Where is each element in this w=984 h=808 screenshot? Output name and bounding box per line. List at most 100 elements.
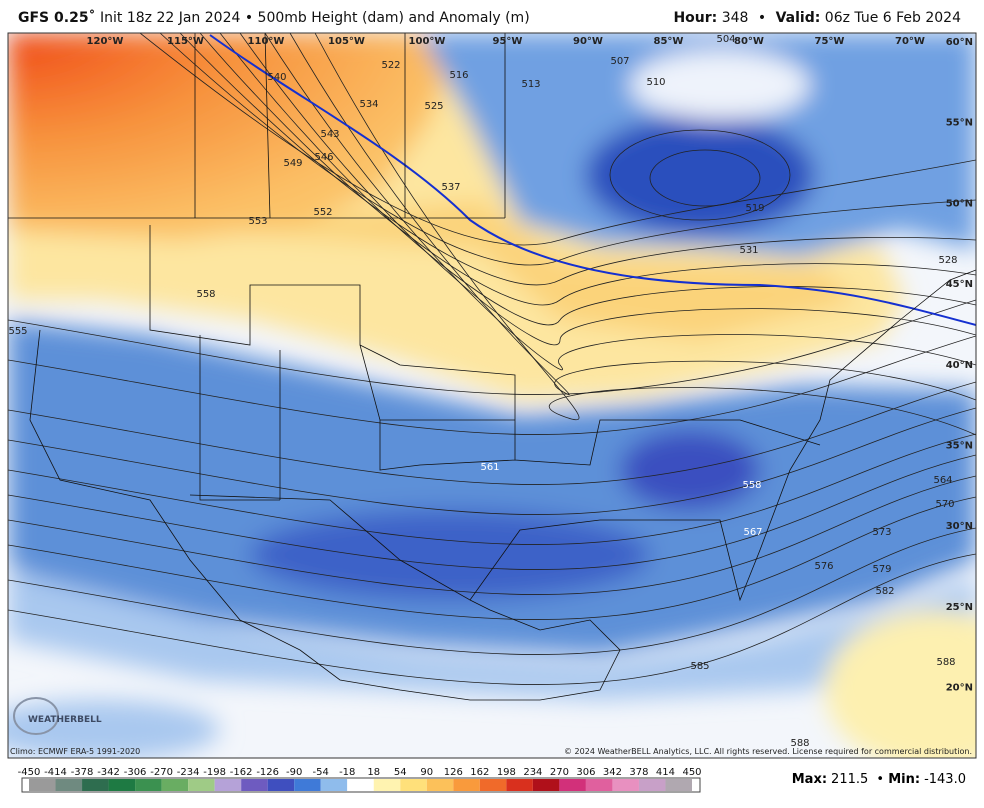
shade [825,610,976,758]
latitude-label: 35°N [946,441,973,452]
contour [8,299,976,395]
contour-label: 576 [814,561,833,572]
colorbar-label: 270 [550,767,569,778]
colorbar-label: 126 [444,767,463,778]
colorbar-swatch [665,779,692,791]
shade [8,570,976,700]
colorbar-swatch [294,779,321,791]
contour-label: 567 [743,527,762,538]
shade [585,115,815,235]
colorbar-label: 90 [420,767,433,778]
contour-label: 546 [314,152,333,163]
contour-label: 522 [381,60,400,71]
contour [159,33,976,266]
colorbar-label: -342 [97,767,120,778]
contour-label: 570 [935,499,954,510]
contour [139,33,976,246]
colorbar-label: 342 [603,767,622,778]
colorbar-swatch [479,779,507,791]
colorbar-label: 450 [682,767,701,778]
logo: WEATHERBELL [13,697,102,735]
contour-label: 504 [716,34,735,45]
hour-label: Hour: [673,10,718,26]
colorbar-swatch [400,779,427,791]
colorbar-swatch [241,779,268,791]
model: GFS 0.25˚ [18,10,96,26]
latitude-label: 55°N [946,118,973,129]
longitude-label: 95°W [493,36,523,47]
contour-label: 553 [248,216,267,227]
colorbar-label: -18 [339,767,355,778]
colorbar-label: -54 [313,767,329,778]
colorbar-label: 54 [394,767,407,778]
colorbar-label: -234 [177,767,200,778]
colorbar-swatch [29,779,56,791]
contour-label: 561 [480,462,499,473]
colorbar-label: -414 [44,767,67,778]
latitude-label: 45°N [946,279,973,290]
contour-label: 540 [267,72,286,83]
colorbar-swatch [347,779,374,791]
longitude-label: 70°W [895,36,925,47]
contour [239,33,976,346]
logo-swirl [13,697,59,735]
colorbar-label: -378 [71,767,94,778]
contour-label: 519 [745,203,764,214]
map-frame [7,32,977,759]
contour-label: 588 [790,738,809,749]
longitude-label: 75°W [815,36,845,47]
longitude-label: 115°W [167,36,204,47]
latitude-labels: 60°N 55°N 50°N 45°N 40°N 35°N 30°N 25°N 20°N [946,37,973,694]
contour [8,335,976,435]
coastline [189,269,976,602]
border [8,33,506,219]
contour-label: 552 [313,207,332,218]
shade [8,33,460,240]
anomaly-shading [8,33,976,758]
climo: Climo: ECMWF ERA-5 1991-2020 [10,747,140,756]
colorbar-swatch [214,779,242,791]
contour [8,407,976,515]
longitude-label: 110°W [248,36,285,47]
colorbar-label: -306 [124,767,147,778]
colorbar-label: 234 [523,767,542,778]
contour-label: 555 [8,326,27,337]
contour-label: 534 [359,99,378,110]
colorbar-swatch [135,779,162,791]
contour-label: 543 [320,129,339,140]
colorbar-label: -126 [256,767,279,778]
longitude-label: 105°W [328,36,365,47]
shade [620,430,760,510]
colorbar-swatch [506,779,533,791]
colorbar-swatch [82,779,109,791]
stats: Max: 211.5 • Min: -143.0 [792,772,966,787]
colorbar-label: 306 [576,767,595,778]
colorbar-swatch [267,779,295,791]
contour-label: 510 [646,77,665,88]
max: 211.5 [831,772,869,787]
contour [179,33,976,286]
shade [8,700,220,758]
description: Init 18z 22 Jan 2024 • 500mb Height (dam… [100,10,530,26]
colorbar: -450 -414 -378 -342 -306 -270 -234 -198 -162 -126… [18,767,702,793]
colorbar-swatch [320,779,348,791]
longitude-label: 85°W [654,36,684,47]
contour [264,33,976,371]
longitude-label: 100°W [409,36,446,47]
longitude-label: 80°W [734,36,764,47]
header-left: GFS 0.25˚ Init 18z 22 Jan 2024 • 500mb H… [18,10,535,32]
header: GFS 0.25˚ Init 18z 22 Jan 2024 • 500mb H… [18,10,966,32]
colorbar-swatch [559,779,586,791]
contour [8,496,976,620]
shade [200,200,860,340]
colorbar-swatch [188,779,215,791]
contour [199,33,976,306]
colorbar-label: 18 [367,767,380,778]
contour-label: 528 [938,255,957,266]
contour [609,129,791,221]
valid-label: Valid: [775,10,821,26]
contour [8,527,976,655]
contour-label: 531 [739,245,758,256]
